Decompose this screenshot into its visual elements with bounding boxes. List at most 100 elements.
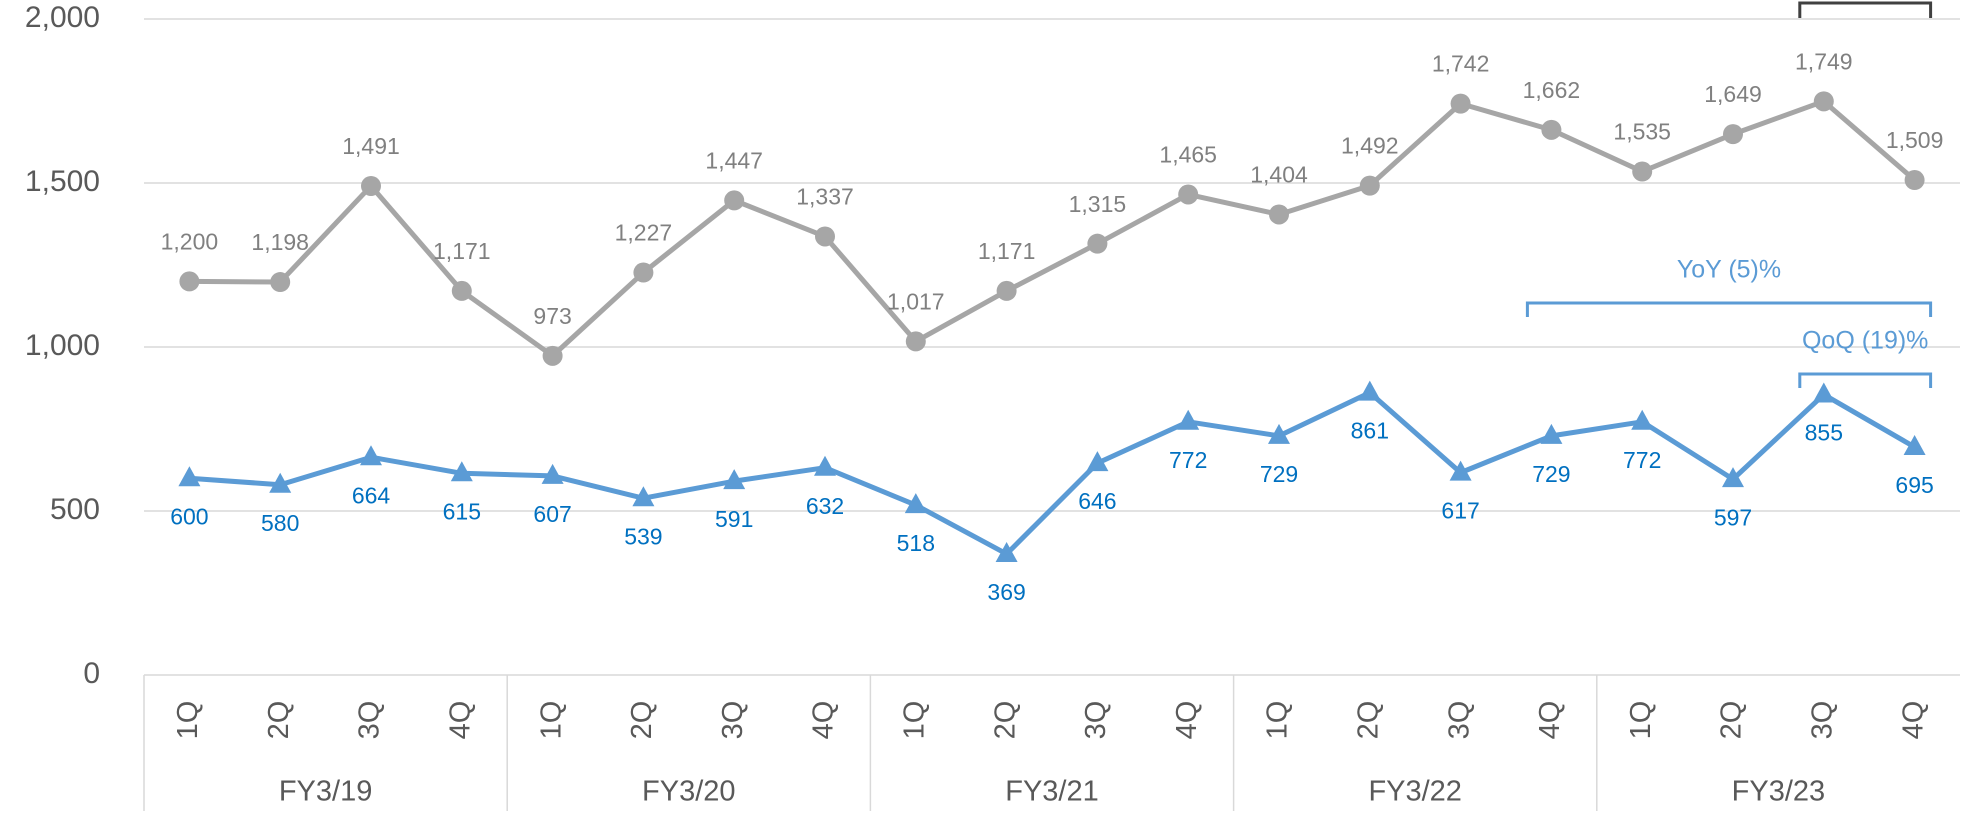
point [723, 469, 746, 490]
point [1541, 119, 1562, 140]
data-label: 600 [170, 503, 208, 529]
x-tick-label: 1Q [1262, 701, 1294, 740]
point [269, 472, 292, 493]
point [1177, 409, 1200, 430]
data-label: 607 [533, 501, 571, 527]
data-label: 539 [624, 523, 662, 549]
x-tick-label: 2Q [989, 701, 1021, 740]
point [1358, 380, 1381, 401]
data-label: 1,491 [342, 133, 400, 159]
x-tick-label: 2Q [263, 701, 295, 740]
point [1903, 435, 1926, 456]
y-tick-label: 0 [83, 657, 100, 690]
data-label: 632 [806, 493, 844, 519]
data-label: 1,649 [1704, 81, 1762, 107]
x-tick-label: 4Q [1534, 701, 1566, 740]
x-tick-label: 2Q [626, 701, 658, 740]
group-label: FY3/21 [1005, 776, 1099, 808]
data-label: 580 [261, 510, 299, 536]
point [270, 272, 291, 293]
annotation-text: QoQ (19)% [1802, 327, 1928, 355]
group-label: FY3/23 [1732, 776, 1826, 808]
data-label: 1,171 [433, 238, 491, 264]
data-label: 1,227 [615, 220, 673, 246]
data-label: 1,749 [1795, 48, 1853, 74]
point [996, 280, 1017, 301]
y-tick-label: 500 [50, 493, 100, 526]
point [1086, 451, 1109, 472]
point [542, 345, 563, 366]
series-line [189, 390, 1916, 557]
point [1813, 91, 1834, 112]
annotation-text: YoY (5)% [1677, 256, 1781, 284]
group-label: FY3/19 [279, 776, 373, 808]
data-label: 1,742 [1432, 51, 1490, 77]
point [1359, 175, 1380, 196]
x-tick-label: 3Q [717, 701, 749, 740]
data-label: 591 [715, 506, 753, 532]
point [541, 463, 564, 484]
data-label: 729 [1260, 461, 1298, 487]
x-tick-label: 3Q [354, 701, 386, 740]
x-tick-label: 1Q [1625, 701, 1657, 740]
point [724, 190, 745, 211]
x-tick-label: 4Q [1171, 701, 1203, 740]
point [1269, 204, 1289, 225]
point [1631, 409, 1654, 430]
top-bracket [1798, 1, 1933, 18]
point [815, 226, 835, 247]
data-label: 369 [987, 579, 1025, 605]
data-label: 1,198 [251, 229, 309, 255]
x-tick-label: 3Q [1080, 701, 1112, 740]
x-tick-label: 4Q [1897, 701, 1929, 740]
data-label: 1,447 [705, 147, 763, 173]
data-label: 1,465 [1159, 142, 1217, 168]
x-tick-label: 4Q [808, 701, 840, 740]
point [633, 262, 654, 283]
group-label: FY3/22 [1368, 776, 1462, 808]
data-label: 1,492 [1341, 133, 1399, 159]
data-label: 1,200 [161, 228, 219, 254]
point [178, 466, 201, 487]
point [1450, 93, 1471, 114]
data-label: 615 [443, 498, 481, 524]
point [632, 486, 655, 507]
x-tick-label: 3Q [1806, 701, 1838, 740]
data-label: 1,662 [1523, 77, 1581, 103]
data-label: 1,337 [796, 184, 854, 210]
point [814, 455, 836, 476]
point [1632, 161, 1653, 182]
y-tick-label: 1,000 [25, 329, 100, 362]
annotation-bracket [1798, 372, 1933, 388]
annotation-bracket [1525, 301, 1933, 317]
y-tick-label: 2,000 [25, 1, 100, 34]
point [1087, 233, 1108, 254]
point [360, 445, 382, 466]
x-tick-label: 1Q [898, 701, 930, 740]
data-label: 1,315 [1069, 191, 1127, 217]
point [450, 461, 473, 482]
point [995, 541, 1018, 562]
point [1723, 124, 1743, 145]
data-label: 1,171 [978, 238, 1036, 264]
x-tick-label: 2Q [1716, 701, 1748, 740]
data-label: 1,017 [887, 289, 945, 315]
data-label: 1,509 [1886, 127, 1944, 153]
x-tick-label: 1Q [172, 701, 204, 740]
data-label: 772 [1169, 447, 1207, 473]
data-label: 695 [1895, 472, 1933, 498]
point [905, 331, 926, 352]
point [1178, 184, 1199, 205]
data-label: 861 [1351, 418, 1389, 444]
point [1540, 423, 1563, 444]
group-label: FY3/20 [642, 776, 736, 808]
point [1904, 170, 1925, 191]
data-label: 518 [897, 530, 935, 556]
x-tick-label: 2Q [1352, 701, 1384, 740]
data-label: 617 [1441, 498, 1479, 524]
data-label: 855 [1805, 420, 1843, 446]
point [1722, 467, 1744, 488]
data-label: 1,535 [1613, 119, 1671, 145]
